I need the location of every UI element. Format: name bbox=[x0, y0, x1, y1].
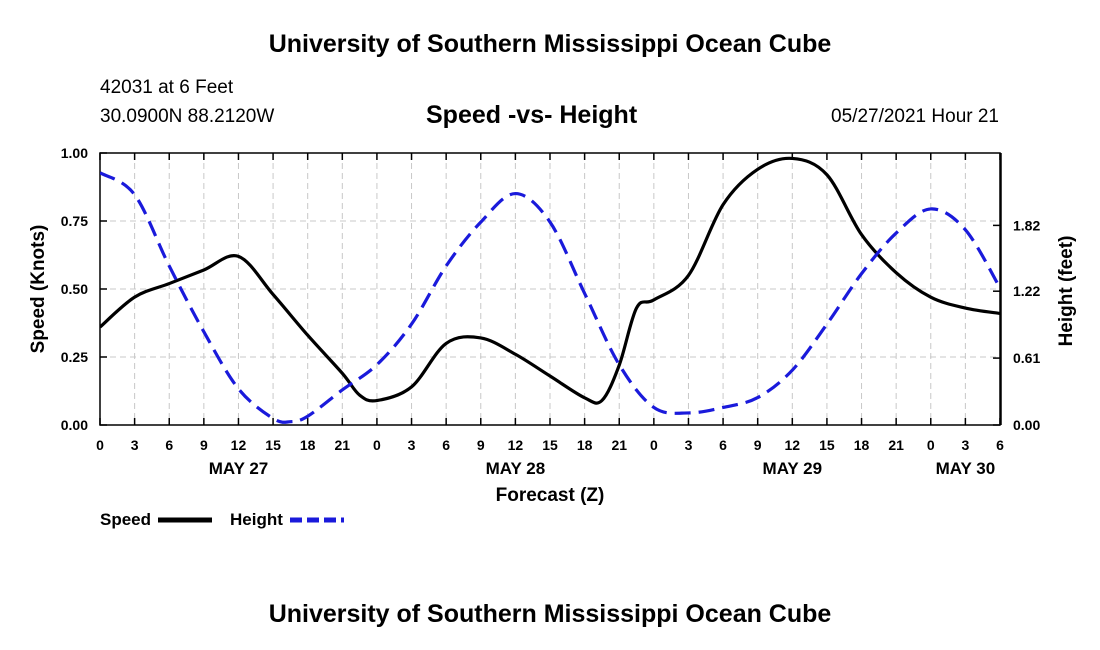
station-label: 42031 at 6 Feet bbox=[100, 77, 234, 98]
coordinates-label: 30.0900N 88.2120W bbox=[100, 106, 275, 127]
y2-tick-label: 0.61 bbox=[1013, 350, 1040, 366]
y2-tick-label: 0.00 bbox=[1013, 417, 1040, 433]
page-title: University of Southern Mississippi Ocean… bbox=[268, 30, 832, 58]
forecast-datetime: 05/27/2021 Hour 21 bbox=[831, 106, 999, 127]
x-tick-label: 6 bbox=[719, 437, 727, 453]
x-tick-label: 6 bbox=[165, 437, 173, 453]
x-tick-label: 0 bbox=[96, 437, 104, 453]
x-tick-label: 3 bbox=[685, 437, 693, 453]
x-tick-label: 12 bbox=[785, 437, 801, 453]
x-tick-label: 3 bbox=[408, 437, 416, 453]
x-tick-label: 15 bbox=[542, 437, 558, 453]
x-tick-label: 0 bbox=[373, 437, 381, 453]
x-tick-label: 12 bbox=[508, 437, 524, 453]
footer-title: University of Southern Mississippi Ocean… bbox=[268, 600, 832, 628]
y2-tick-label: 1.22 bbox=[1013, 283, 1040, 299]
x-tick-label: 15 bbox=[819, 437, 835, 453]
x-tick-label: 18 bbox=[854, 437, 870, 453]
date-label: MAY 28 bbox=[486, 459, 546, 478]
x-tick-label: 6 bbox=[996, 437, 1004, 453]
y-tick-label: 0.25 bbox=[61, 349, 88, 365]
x-tick-label: 21 bbox=[888, 437, 904, 453]
x-tick-label: 0 bbox=[927, 437, 935, 453]
date-label: MAY 27 bbox=[209, 459, 269, 478]
x-tick-label: 0 bbox=[650, 437, 658, 453]
x-tick-label: 9 bbox=[477, 437, 485, 453]
x-tick-label: 6 bbox=[442, 437, 450, 453]
y-axis-title: Speed (Knots) bbox=[28, 225, 49, 354]
series-line-height bbox=[100, 171, 1000, 424]
series-line-speed bbox=[100, 156, 1000, 405]
x-tick-label: 21 bbox=[611, 437, 627, 453]
x-tick-label: 9 bbox=[200, 437, 208, 453]
x-tick-label: 18 bbox=[300, 437, 316, 453]
x-tick-label: 12 bbox=[231, 437, 247, 453]
y-tick-label: 0.00 bbox=[61, 417, 88, 433]
x-tick-label: 9 bbox=[754, 437, 762, 453]
x-tick-label: 18 bbox=[577, 437, 593, 453]
y2-tick-label: 1.82 bbox=[1013, 217, 1040, 233]
legend-label: Speed bbox=[100, 510, 151, 529]
x-tick-label: 21 bbox=[335, 437, 351, 453]
chart-title: Speed -vs- Height bbox=[426, 101, 638, 129]
date-label: MAY 30 bbox=[936, 459, 996, 478]
y-tick-label: 0.50 bbox=[61, 281, 88, 297]
y-tick-label: 1.00 bbox=[61, 145, 88, 161]
legend-label: Height bbox=[230, 510, 283, 529]
x-tick-label: 3 bbox=[961, 437, 969, 453]
x-tick-label: 3 bbox=[131, 437, 139, 453]
date-label: MAY 29 bbox=[763, 459, 823, 478]
x-axis-title: Forecast (Z) bbox=[496, 485, 605, 506]
y-tick-label: 0.75 bbox=[61, 213, 88, 229]
y2-axis-title: Height (feet) bbox=[1056, 236, 1077, 347]
x-tick-label: 15 bbox=[265, 437, 281, 453]
